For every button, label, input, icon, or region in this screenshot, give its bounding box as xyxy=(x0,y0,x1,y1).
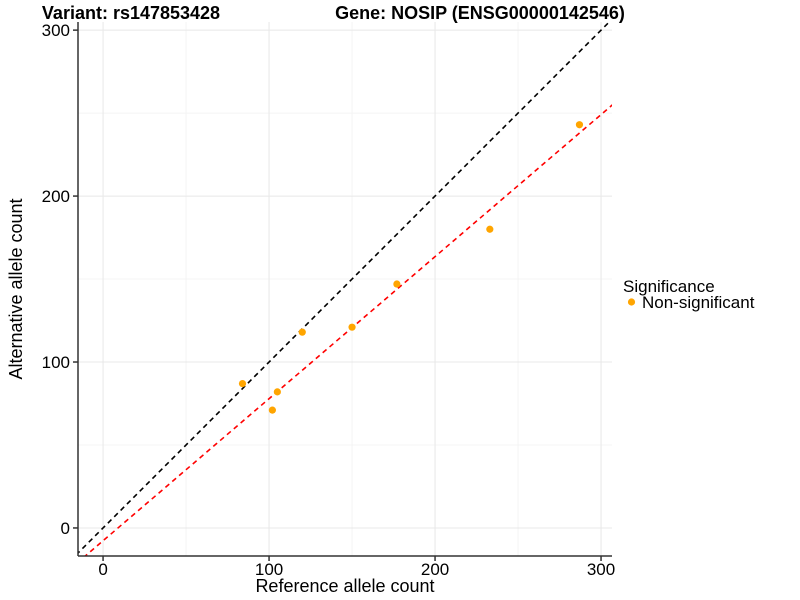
x-tick-label: 0 xyxy=(98,560,107,579)
data-point xyxy=(393,280,401,288)
y-tick-label: 100 xyxy=(42,353,70,372)
minor-gridlines xyxy=(78,22,612,556)
plot-title-gene: Gene: NOSIP (ENSG00000142546) xyxy=(335,3,625,23)
x-tick-label: 200 xyxy=(421,560,449,579)
legend-point-swatch xyxy=(627,298,636,306)
x-tick-label: 300 xyxy=(587,560,615,579)
x-axis-title: Reference allele count xyxy=(255,576,434,596)
data-point xyxy=(238,379,247,388)
y-axis-title: Alternative allele count xyxy=(6,198,26,379)
reference-lines xyxy=(78,22,612,556)
legend-entry-label: Non-significant xyxy=(642,293,755,312)
y-tick-label: 300 xyxy=(42,21,70,40)
legend-title: Significance xyxy=(623,277,715,296)
axis-ticks xyxy=(73,29,602,561)
x-tick-label: 100 xyxy=(255,560,283,579)
y-tick-label: 0 xyxy=(61,519,70,538)
plot-title-variant: Variant: rs147853428 xyxy=(42,3,220,23)
y-tick-label: 200 xyxy=(42,187,70,206)
data-point xyxy=(268,406,276,414)
fit-line xyxy=(83,104,612,556)
data-point xyxy=(486,225,494,233)
data-points xyxy=(238,121,584,414)
data-point xyxy=(273,388,281,396)
axis-tick-labels: 0 100 200 300 0 100 200 300 xyxy=(42,21,616,579)
identity-line xyxy=(78,22,611,555)
legend: Significance Non-significant xyxy=(623,277,755,312)
data-point xyxy=(348,323,356,331)
major-gridlines xyxy=(78,22,612,556)
data-point xyxy=(575,121,584,129)
data-point xyxy=(298,328,306,336)
